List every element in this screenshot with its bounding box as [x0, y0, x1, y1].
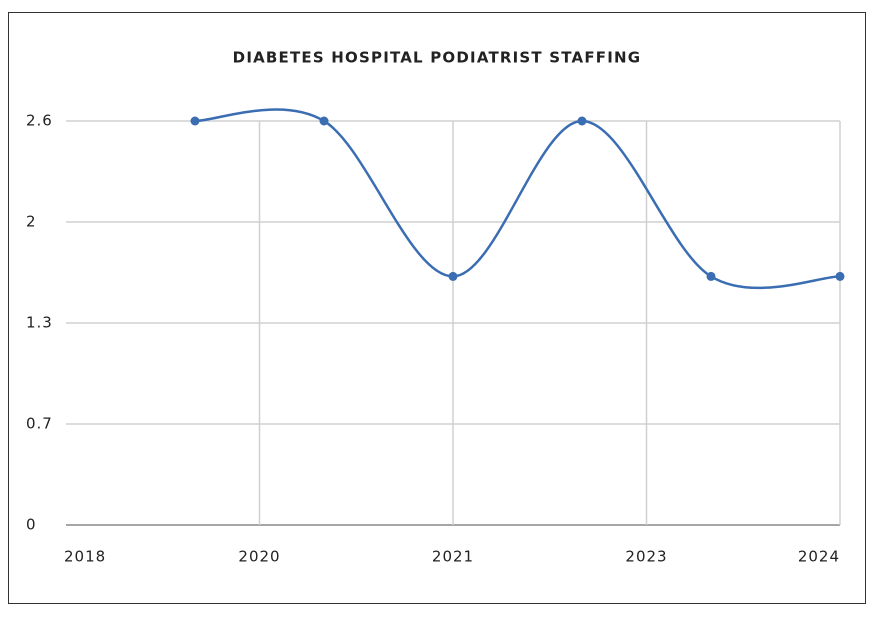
point — [319, 116, 329, 126]
x-tick-label: 2018 — [64, 548, 106, 566]
point — [448, 271, 458, 281]
y-tick-label: 2 — [26, 213, 37, 231]
chart-frame — [8, 12, 866, 604]
y-tick-label: 0 — [26, 516, 37, 534]
y-tick-label: 0.7 — [26, 415, 53, 433]
point — [577, 116, 587, 126]
x-tick-label: 2023 — [625, 548, 667, 566]
y-tick-label: 2.6 — [26, 112, 53, 130]
x-tick-label: 2020 — [238, 548, 280, 566]
point — [706, 271, 716, 281]
point — [835, 271, 845, 281]
x-tick-label: 2021 — [432, 548, 474, 566]
point — [190, 116, 200, 126]
chart-title: DIABETES HOSPITAL PODIATRIST STAFFING — [233, 49, 642, 67]
x-tick-label: 2024 — [798, 548, 840, 566]
y-tick-label: 1.3 — [26, 314, 53, 332]
